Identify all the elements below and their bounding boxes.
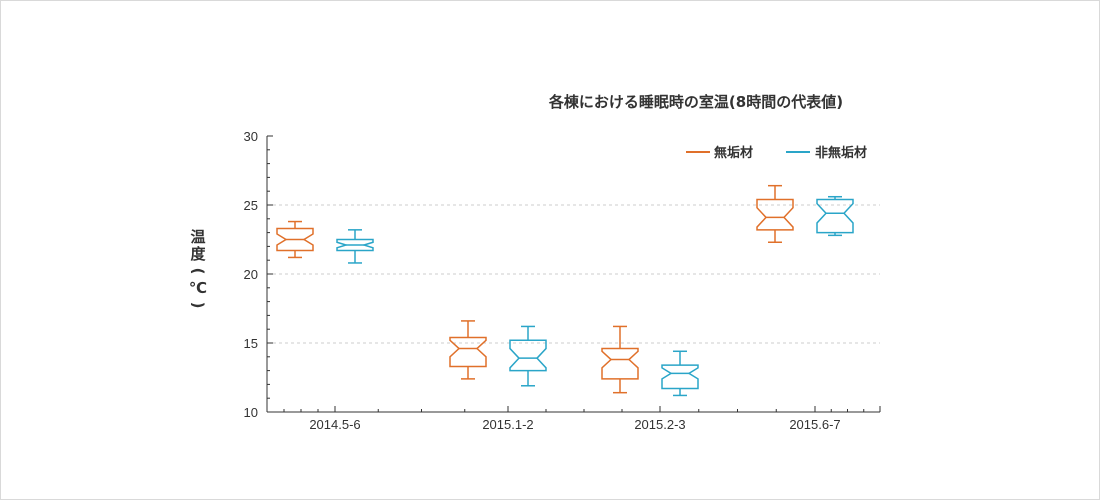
y-tick-labels: 10 15 20 25 30 <box>244 129 258 420</box>
y-axis-label-char: ( <box>189 268 207 275</box>
y-axis-label-char: 温 <box>190 228 205 246</box>
box-hi-muku <box>509 325 547 387</box>
box-plots <box>276 184 854 397</box>
axes <box>266 135 881 413</box>
box-notched <box>816 198 854 234</box>
box-notched <box>756 198 794 231</box>
y-tick-label: 30 <box>244 129 258 144</box>
legend: 無垢材 非無垢材 <box>686 145 867 161</box>
box-hi-muku <box>816 195 854 237</box>
y-axis-label-char: ) <box>189 302 207 309</box>
y-tick-label: 10 <box>244 405 258 420</box>
x-tick-label: 2015.6-7 <box>789 417 840 432</box>
box-muku <box>756 184 794 244</box>
grid-lines <box>267 204 880 344</box>
legend-label: 非無垢材 <box>815 145 867 161</box>
box-muku <box>601 325 639 394</box>
x-tick-label: 2014.5-6 <box>309 417 360 432</box>
y-tick-label: 25 <box>244 198 258 213</box>
y-tick-label: 15 <box>244 336 258 351</box>
box-muku <box>449 320 487 380</box>
box-notched <box>661 364 699 390</box>
x-tick-label: 2015.2-3 <box>634 417 685 432</box>
x-tick-label: 2015.1-2 <box>482 417 533 432</box>
box-hi-muku <box>661 350 699 397</box>
legend-label: 無垢材 <box>714 145 753 161</box>
box-notched <box>509 339 547 372</box>
box-notched <box>276 227 314 252</box>
box-notched <box>336 238 374 252</box>
chart-title: 各棟における睡眠時の室温(8時間の代表値) <box>548 93 843 111</box>
y-axis-label: 温度 ( ℃) <box>189 228 207 308</box>
box-notched <box>601 347 639 380</box>
box-hi-muku <box>336 229 374 264</box>
box-muku <box>276 220 314 259</box>
box-notched <box>449 336 487 368</box>
x-tick-labels: 2014.5-6 2015.1-2 2015.2-3 2015.6-7 <box>309 417 840 432</box>
y-axis-label-char: ℃ <box>189 279 207 297</box>
y-tick-label: 20 <box>244 267 258 282</box>
y-axis-label-char: 度 <box>190 245 206 263</box>
